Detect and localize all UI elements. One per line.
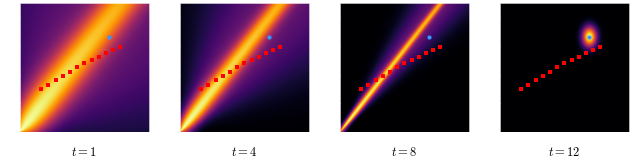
Point [239,62,250,64]
Point [580,52,591,54]
Point [516,88,526,90]
Point [545,70,555,73]
Point [58,75,68,77]
Point [115,46,125,49]
Point [104,36,114,38]
Point [36,88,46,90]
Point [428,49,438,52]
X-axis label: $t = 4$: $t = 4$ [231,146,257,159]
Point [435,46,445,49]
Point [196,88,206,90]
Point [573,56,584,59]
Point [93,56,104,59]
Point [108,49,118,52]
X-axis label: $t = 1$: $t = 1$ [72,146,97,159]
Point [232,66,243,69]
Point [246,59,257,62]
Point [100,52,111,54]
Point [399,62,410,64]
Point [524,83,534,86]
Point [420,52,431,54]
Point [552,66,563,69]
X-axis label: $t = 12$: $t = 12$ [548,146,580,159]
Point [371,79,381,82]
Point [264,36,274,38]
Point [356,88,366,90]
Point [364,83,374,86]
Point [588,49,598,52]
Point [268,49,278,52]
Point [378,75,388,77]
X-axis label: $t = 8$: $t = 8$ [391,146,417,159]
Point [406,59,417,62]
Point [559,62,570,64]
Point [51,79,61,82]
Point [86,59,97,62]
Point [65,70,75,73]
Point [204,83,214,86]
Point [424,36,434,38]
Point [260,52,271,54]
Point [538,75,548,77]
Point [44,83,54,86]
Point [531,79,541,82]
Point [566,59,577,62]
Point [218,75,228,77]
Point [413,56,424,59]
Point [584,36,594,38]
Point [211,79,221,82]
Point [79,62,90,64]
Point [72,66,83,69]
Point [275,46,285,49]
Point [225,70,235,73]
Point [595,46,605,49]
Point [385,70,395,73]
Point [253,56,264,59]
Point [392,66,403,69]
